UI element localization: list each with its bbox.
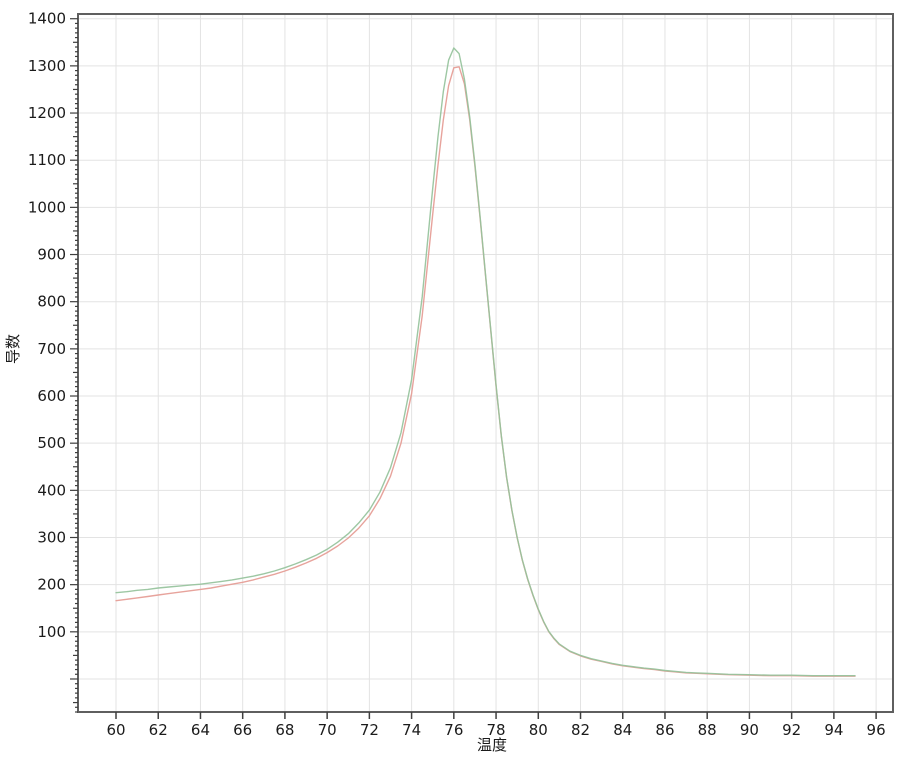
y-axis-label: 导数	[4, 334, 22, 364]
x-tick-label: 84	[613, 721, 632, 739]
y-tick-label: 1100	[28, 151, 66, 169]
y-tick-label: 1400	[28, 10, 66, 28]
y-tick-label: 1300	[28, 57, 66, 75]
axis-tick-labels: 60 62 64 66 68 70 72 74 76 78 80 82 84 86 88 90 92 94 96 10…	[28, 10, 886, 739]
x-tick-label: 60	[106, 721, 125, 739]
x-tick-label: 78	[487, 721, 506, 739]
y-tick-label: 800	[37, 293, 66, 311]
x-tick-label: 74	[402, 721, 421, 739]
gridlines	[78, 14, 893, 712]
x-tick-label: 80	[529, 721, 548, 739]
x-tick-label: 82	[571, 721, 590, 739]
y-tick-label: 600	[37, 387, 66, 405]
melt-peak-green-curve	[115, 47, 856, 677]
y-tick-label: 900	[37, 246, 66, 264]
x-tick-label: 86	[655, 721, 674, 739]
x-axis-label: 温度	[477, 736, 507, 754]
x-tick-label: 62	[149, 721, 168, 739]
y-tick-label: 100	[37, 623, 66, 641]
y-tick-label: 500	[37, 434, 66, 452]
y-tick-label: 1000	[28, 198, 66, 216]
x-tick-label: 94	[824, 721, 843, 739]
x-tick-label: 90	[740, 721, 759, 739]
x-tick-label: 64	[191, 721, 210, 739]
curve-series	[115, 47, 856, 677]
x-tick-label: 88	[698, 721, 717, 739]
x-tick-label: 72	[360, 721, 379, 739]
x-tick-label: 92	[782, 721, 801, 739]
axis-ticks	[70, 18, 877, 719]
x-tick-label: 76	[444, 721, 463, 739]
x-tick-label: 68	[275, 721, 294, 739]
y-tick-label: 200	[37, 576, 66, 594]
x-tick-label: 70	[318, 721, 337, 739]
x-tick-label: 96	[867, 721, 886, 739]
x-tick-label: 66	[233, 721, 252, 739]
y-tick-label: 700	[37, 340, 66, 358]
y-tick-label: 400	[37, 481, 66, 499]
y-tick-label: 300	[37, 529, 66, 547]
y-tick-label: 1200	[28, 104, 66, 122]
